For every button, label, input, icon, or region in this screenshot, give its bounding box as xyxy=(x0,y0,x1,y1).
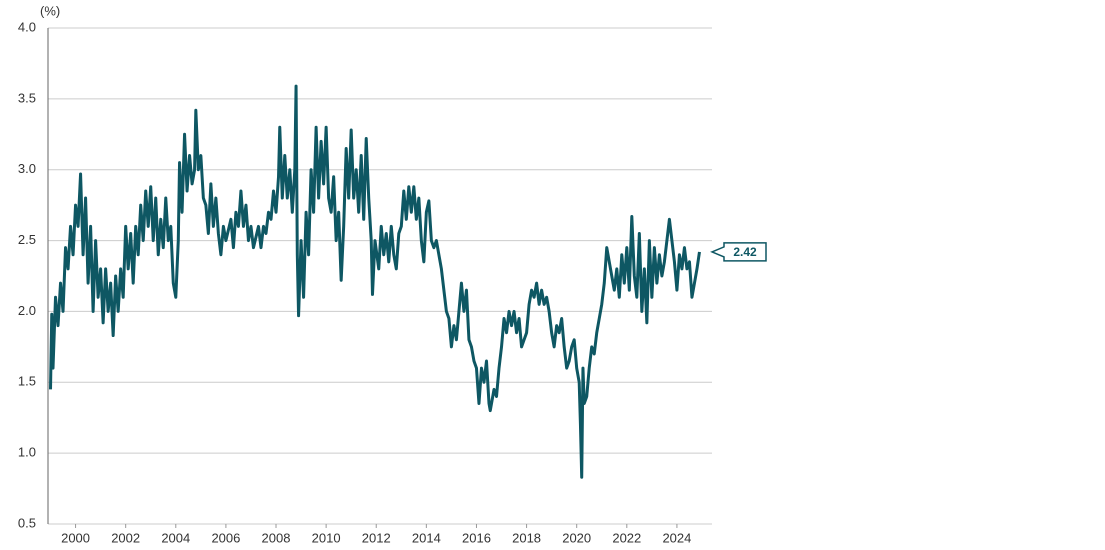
y-axis-label: (%) xyxy=(40,3,60,18)
y-tick-label: 0.5 xyxy=(18,515,36,530)
y-tick-label: 1.5 xyxy=(18,374,36,389)
callout-label: 2.42 xyxy=(733,245,757,259)
x-tick-label: 2004 xyxy=(161,530,190,545)
x-tick-label: 2020 xyxy=(562,530,591,545)
x-tick-label: 2024 xyxy=(662,530,691,545)
y-tick-label: 4.0 xyxy=(18,19,36,34)
y-tick-label: 1.0 xyxy=(18,445,36,460)
x-tick-label: 2008 xyxy=(262,530,291,545)
y-tick-label: 2.5 xyxy=(18,232,36,247)
x-tick-label: 2006 xyxy=(211,530,240,545)
y-tick-label: 2.0 xyxy=(18,303,36,318)
x-tick-label: 2000 xyxy=(61,530,90,545)
x-tick-label: 2002 xyxy=(111,530,140,545)
y-tick-label: 3.0 xyxy=(18,161,36,176)
x-tick-label: 2022 xyxy=(612,530,641,545)
callout-box xyxy=(710,242,767,262)
x-tick-label: 2016 xyxy=(462,530,491,545)
x-tick-label: 2014 xyxy=(412,530,441,545)
x-tick-label: 2018 xyxy=(512,530,541,545)
series-line xyxy=(49,84,701,479)
x-tick-label: 2010 xyxy=(312,530,341,545)
x-tick-label: 2012 xyxy=(362,530,391,545)
y-tick-label: 3.5 xyxy=(18,90,36,105)
